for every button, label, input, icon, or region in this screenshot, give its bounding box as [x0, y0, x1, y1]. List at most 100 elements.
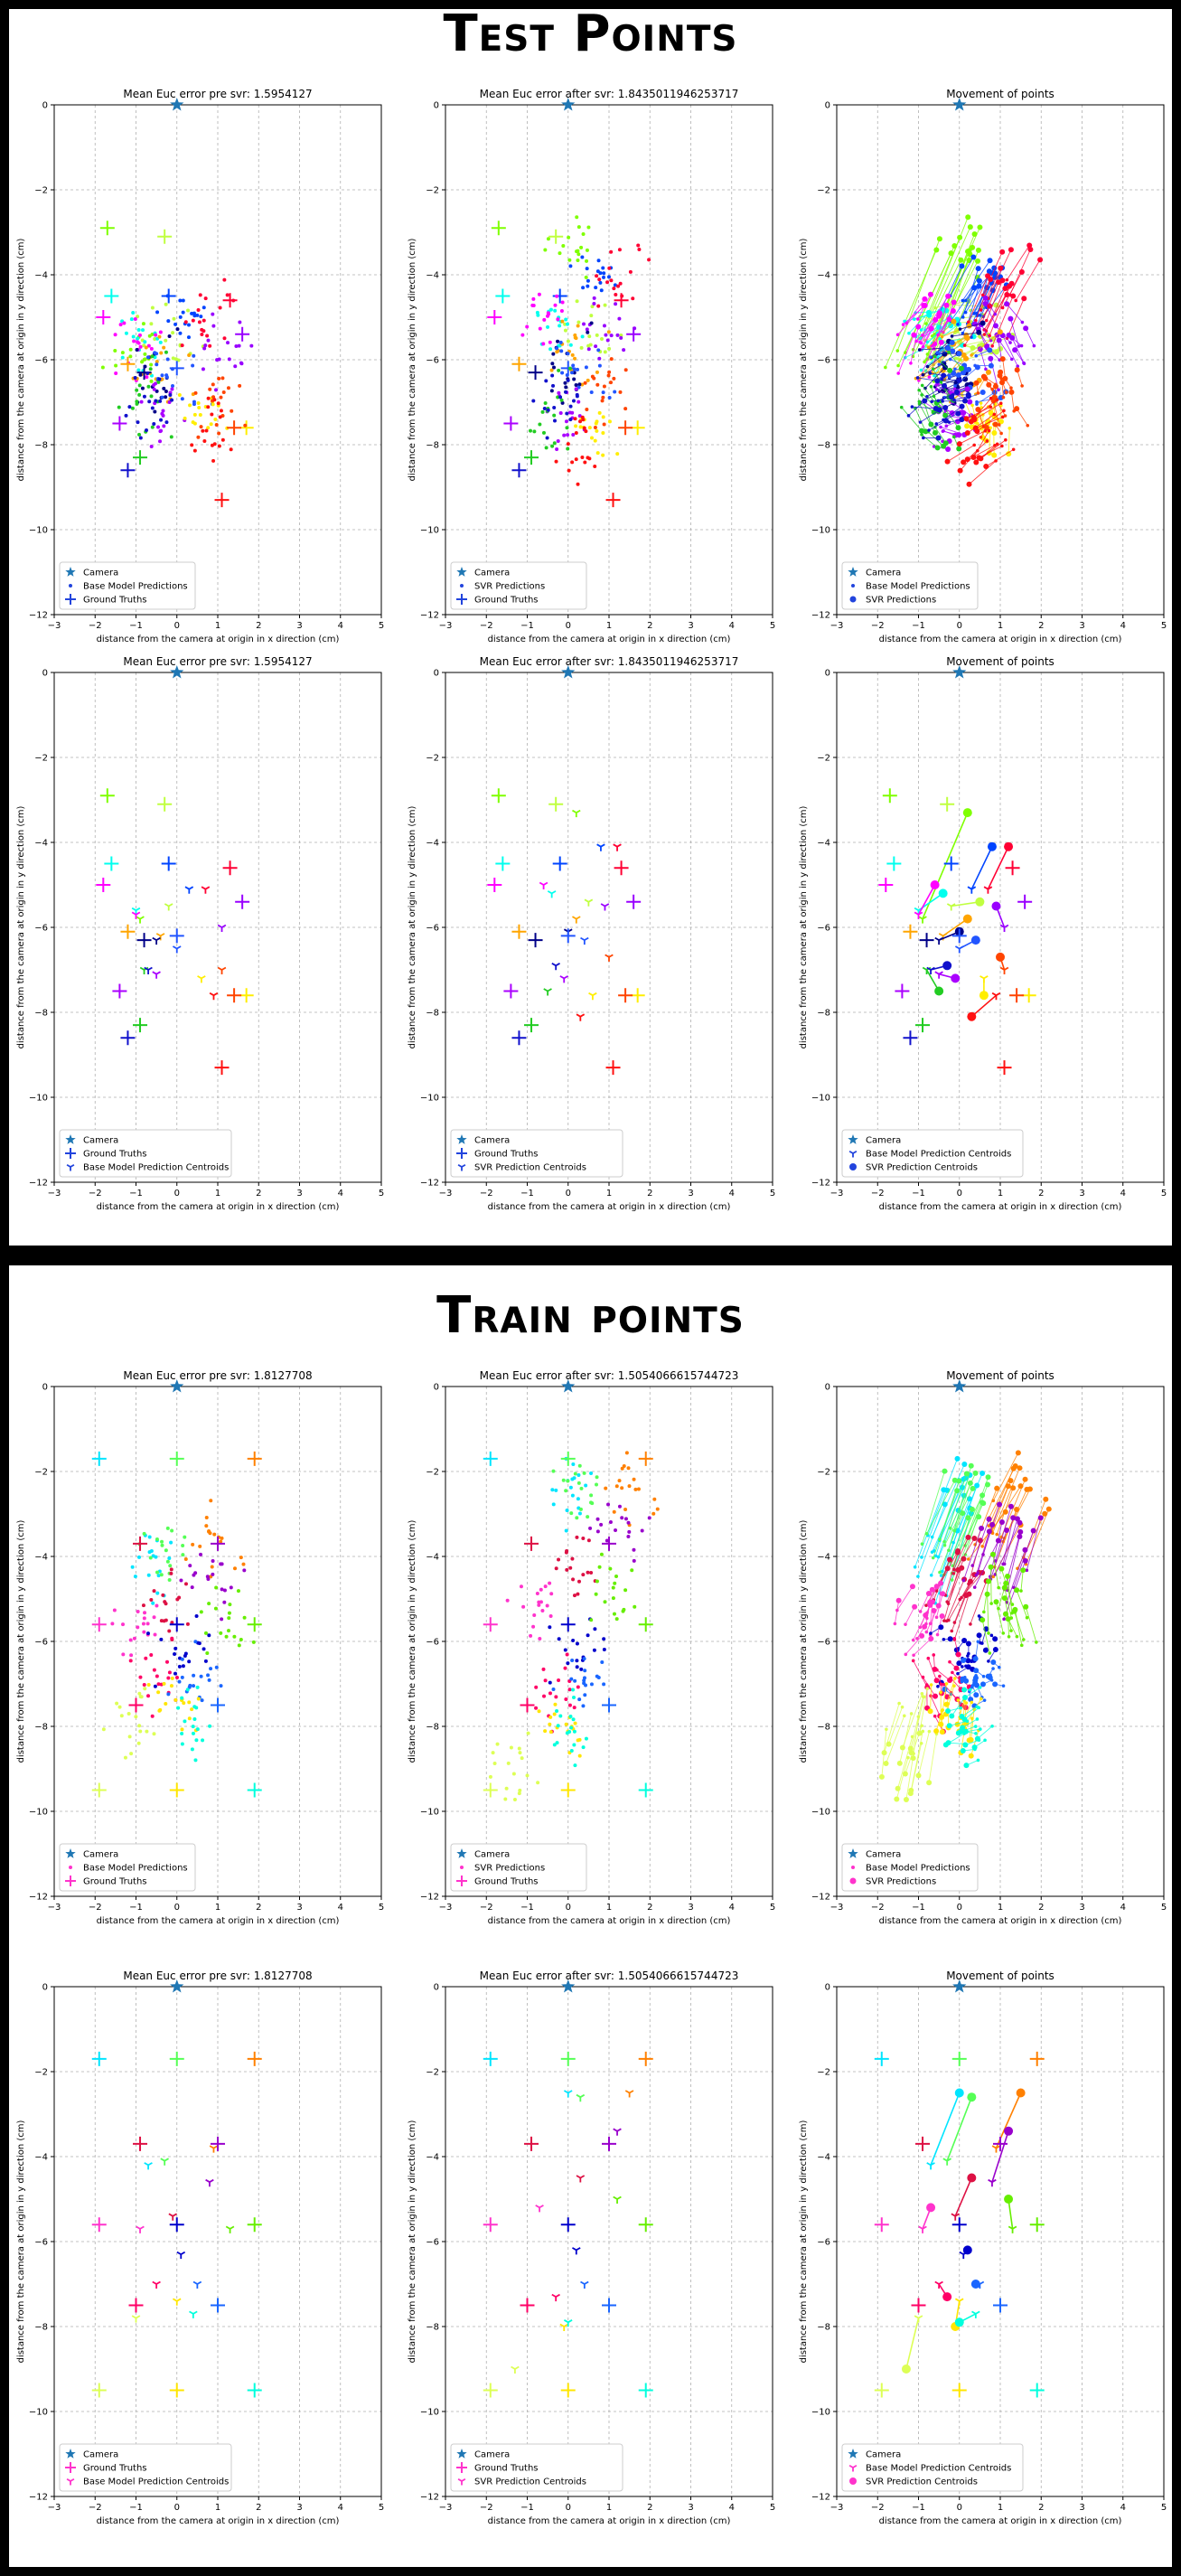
svr-prediction-point [1008, 247, 1014, 253]
base-prediction-point [935, 1668, 939, 1672]
movement-line [991, 296, 1014, 346]
legend-label: SVR Predictions [866, 596, 936, 606]
base-prediction-point [158, 340, 163, 344]
svr-prediction-point [572, 1706, 576, 1710]
base-prediction-point [169, 1571, 173, 1575]
ground-truth-marker [511, 924, 527, 939]
base-prediction-point [127, 1735, 132, 1739]
base-prediction-point [929, 384, 933, 389]
base-prediction-point [933, 1714, 937, 1718]
legend-box [450, 1843, 587, 1892]
svr-prediction-point [557, 390, 561, 395]
x-tick-label: 3 [688, 1189, 693, 1199]
centroid-movement-line [922, 812, 969, 919]
svr-prediction-point [575, 392, 579, 397]
svr-prediction-point [572, 1594, 576, 1598]
base-prediction-point [932, 1653, 936, 1657]
base-prediction-point [952, 1684, 956, 1688]
svr-prediction-point [939, 1729, 945, 1735]
svr-prediction-point [581, 1537, 586, 1541]
base-prediction-point [145, 355, 150, 360]
plot-frame [836, 1386, 1165, 1897]
base-prediction-point [141, 322, 145, 326]
svr-prediction-point [537, 1600, 541, 1604]
movement-line [1006, 303, 1023, 323]
base-prediction-point [197, 406, 202, 410]
movement-line [927, 1658, 938, 1681]
svr-prediction-point [988, 277, 994, 283]
svr-prediction-point [589, 390, 594, 395]
base-prediction-point [984, 367, 988, 371]
legend-centroid-icon [848, 2464, 858, 2472]
svr-prediction-point [573, 1678, 577, 1683]
svr-prediction-point [630, 1568, 634, 1573]
base-prediction-point [928, 371, 933, 375]
svr-prediction-point [577, 414, 582, 418]
svr-prediction-point [1001, 1595, 1008, 1602]
legend-label: Camera [83, 1136, 118, 1146]
base-prediction-point [155, 360, 159, 364]
base-prediction-point [207, 1602, 211, 1606]
y-axis-label: distance from the camera at origin in y … [799, 805, 809, 1048]
movement-line [948, 1567, 962, 1604]
ground-truth-marker [247, 1617, 262, 1632]
svr-prediction-point [651, 1511, 656, 1516]
base-prediction-point [169, 435, 173, 439]
base-prediction-point [198, 412, 202, 417]
svr-prediction-point [938, 339, 944, 345]
svr-prediction-point [942, 440, 949, 447]
base-prediction-point [917, 348, 922, 352]
base-prediction-point [934, 422, 939, 426]
base-prediction-point [206, 338, 211, 343]
svr-prediction-point [531, 296, 536, 301]
x-tick-label: 5 [1161, 1189, 1167, 1199]
svr-prediction-point [597, 410, 602, 415]
x-tick-label: −1 [912, 2503, 925, 2513]
x-tick-label: 3 [296, 621, 302, 631]
base-prediction-point [218, 415, 222, 419]
base-centroid-marker [217, 966, 227, 974]
y-axis-label: distance from the camera at origin in y … [799, 2120, 809, 2363]
svr-prediction-point [998, 345, 1004, 352]
base-prediction-point [192, 311, 196, 315]
y-tick-label: −6 [817, 2238, 830, 2248]
base-prediction-point [149, 444, 154, 448]
svr-prediction-point [615, 333, 620, 337]
svr-prediction-point [986, 1516, 992, 1522]
ground-truth-marker [511, 356, 527, 371]
base-prediction-point [1022, 1638, 1026, 1641]
base-prediction-point [980, 293, 985, 297]
y-axis-label: distance from the camera at origin in y … [408, 1519, 417, 1763]
base-prediction-point [146, 1683, 151, 1688]
svr-prediction-point [942, 382, 948, 389]
svr-prediction-point [623, 1588, 628, 1593]
svr-prediction-point [612, 376, 616, 381]
movement-line [970, 398, 991, 422]
legend-label: Base Model Predictions [866, 582, 970, 592]
x-tick-label: −1 [129, 1189, 143, 1199]
legend-centroid-icon [457, 1163, 466, 1171]
svr-prediction-point [1017, 1483, 1024, 1490]
base-prediction-point [923, 360, 926, 364]
svr-prediction-point [606, 275, 611, 279]
ground-truth-marker [211, 1536, 225, 1551]
base-prediction-point [155, 362, 159, 367]
base-prediction-point [920, 393, 923, 397]
y-tick-label: 0 [434, 101, 439, 111]
base-prediction-point [921, 334, 924, 337]
base-prediction-point [922, 1695, 926, 1699]
svr-prediction-point [504, 1786, 509, 1791]
base-prediction-point [194, 1706, 199, 1710]
svr-prediction-point [565, 1567, 569, 1572]
svr-prediction-point [559, 308, 564, 313]
ground-truth-marker [487, 310, 502, 324]
svr-prediction-point [572, 1743, 576, 1747]
base-prediction-point [970, 1700, 974, 1705]
base-prediction-point [896, 371, 900, 375]
y-tick-label: −10 [811, 1808, 830, 1818]
base-prediction-point [915, 376, 920, 380]
svr-prediction-point [561, 1478, 566, 1482]
svr-prediction-point [991, 429, 998, 436]
y-tick-label: −2 [817, 2068, 830, 2078]
